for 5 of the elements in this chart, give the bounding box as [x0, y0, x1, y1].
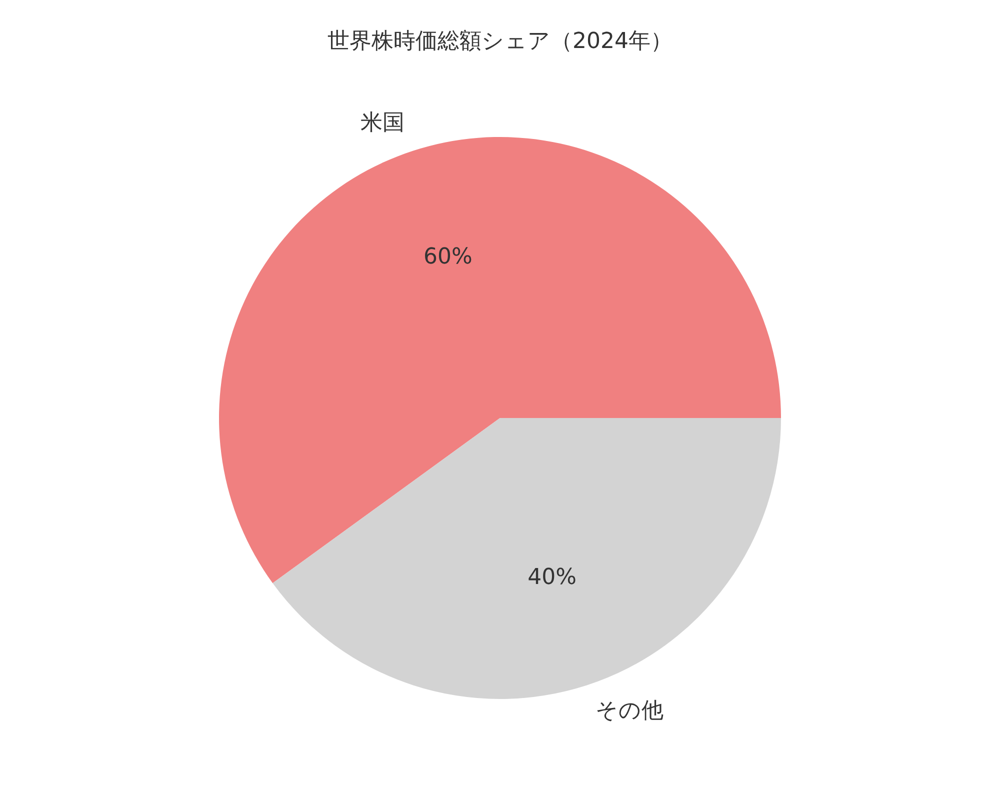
data-label: 60% — [423, 244, 472, 270]
slice-label: その他 — [596, 698, 664, 724]
data-label: 40% — [528, 565, 577, 590]
slice-label: 米国 — [360, 110, 404, 136]
chart-title: 世界株時価総額シェア（2024年） — [326, 28, 674, 56]
